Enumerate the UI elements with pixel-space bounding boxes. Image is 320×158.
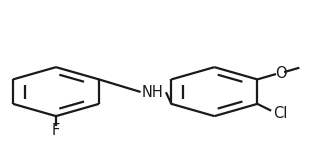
Text: NH: NH: [142, 85, 164, 100]
Text: F: F: [52, 123, 60, 138]
Text: O: O: [275, 66, 286, 81]
Text: Cl: Cl: [273, 106, 288, 121]
